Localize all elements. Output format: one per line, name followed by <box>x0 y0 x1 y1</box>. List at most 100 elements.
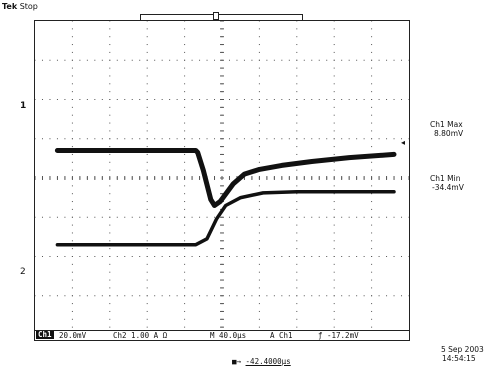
grid-dot <box>191 99 193 100</box>
center-tick <box>348 176 350 180</box>
grid-dot <box>109 310 111 312</box>
center-tick <box>220 326 224 328</box>
grid-dot <box>303 216 305 218</box>
center-tick <box>220 122 224 124</box>
grid-dot <box>281 295 283 297</box>
cursor-readout: ■→ -42.4000µs <box>232 357 291 366</box>
grid-dot <box>266 256 268 257</box>
center-tick <box>303 176 305 180</box>
center-tick <box>35 176 36 180</box>
center-tick <box>371 176 373 180</box>
grid-dot <box>71 146 73 148</box>
grid-dot <box>258 99 260 100</box>
grid-dot <box>199 295 201 297</box>
grid-dot <box>326 256 328 257</box>
center-tick <box>220 303 224 305</box>
grid-dot <box>341 295 343 297</box>
grid-dot <box>139 216 141 218</box>
center-tick <box>220 216 224 218</box>
grid-dot <box>71 83 73 85</box>
grid-dot <box>333 310 335 312</box>
grid-dot <box>184 279 186 281</box>
grid-dot <box>146 295 148 297</box>
grid-dot <box>273 138 275 140</box>
grid-dot <box>64 99 66 100</box>
grid-dot <box>71 240 73 242</box>
grid-dot <box>251 138 253 140</box>
center-tick <box>220 21 224 22</box>
center-tick <box>311 176 313 180</box>
grid-dot <box>109 193 111 195</box>
grid-dot <box>124 216 126 218</box>
grid-dot <box>101 138 103 140</box>
status-bar: Ch1 20.0mV Ch2 1.00 A Ω M 40.0µs A Ch1 ƒ… <box>34 330 410 341</box>
grid-dot <box>184 201 186 203</box>
grid-dot <box>109 271 111 273</box>
grid-dot <box>296 21 298 22</box>
center-tick <box>220 83 224 85</box>
center-tick <box>109 176 111 180</box>
grid-dot <box>341 216 343 218</box>
center-tick <box>220 310 224 312</box>
grid-dot <box>288 138 290 140</box>
grid-dot <box>109 224 111 226</box>
grid-dot <box>109 287 111 289</box>
grid-dot <box>71 185 73 187</box>
grid-dot <box>371 216 373 218</box>
center-tick <box>356 176 358 180</box>
center-tick <box>220 36 224 38</box>
grid-dot <box>251 216 253 218</box>
center-tick <box>220 138 224 140</box>
grid-dot <box>71 138 73 140</box>
grid-dot <box>258 67 260 69</box>
center-tick <box>326 176 328 180</box>
record-window-marker[interactable] <box>213 12 219 20</box>
grid-dot <box>318 99 320 100</box>
trace-ch2 <box>55 189 396 247</box>
waveform-plot <box>35 21 409 335</box>
grid-dot <box>236 216 238 218</box>
grid-dot <box>258 279 260 281</box>
grid-dot <box>35 256 36 257</box>
measurement-ch1-max-label: Ch1 Max <box>430 120 463 129</box>
center-tick <box>220 99 224 100</box>
grid-dot <box>258 122 260 124</box>
grid-dot <box>393 256 395 257</box>
grid-dot <box>101 256 103 257</box>
grid-dot <box>146 114 148 116</box>
grid-dot <box>176 59 178 61</box>
grid-dot <box>386 256 388 257</box>
grid-dot <box>146 216 148 218</box>
grid-dot <box>184 67 186 69</box>
grid-dot <box>56 59 58 61</box>
grid-dot <box>393 59 395 61</box>
grid-dot <box>101 216 103 218</box>
grid-dot <box>318 295 320 297</box>
grid-dot <box>258 130 260 132</box>
grid-dot <box>243 256 245 257</box>
grid-dot <box>258 263 260 265</box>
grid-dot <box>258 59 260 61</box>
grid-dot <box>79 295 81 297</box>
grid-dot <box>35 216 36 218</box>
grid-dot <box>371 248 373 250</box>
grid-dot <box>214 256 216 257</box>
grid-dot <box>79 99 81 100</box>
grid-dot <box>71 248 73 250</box>
grid-dot <box>371 303 373 305</box>
grid-dot <box>371 169 373 171</box>
grid-dot <box>71 279 73 281</box>
grid-dot <box>371 114 373 116</box>
grid-dot <box>296 208 298 210</box>
grid-dot <box>161 295 163 297</box>
center-tick <box>220 130 224 132</box>
grid-dot <box>109 21 111 22</box>
grid-dot <box>154 138 156 140</box>
grid-dot <box>296 75 298 77</box>
grid-dot <box>131 138 133 140</box>
grid-dot <box>281 138 283 140</box>
grid-dot <box>184 248 186 250</box>
grid-dot <box>266 59 268 61</box>
grid-dot <box>94 138 96 140</box>
grid-dot <box>296 310 298 312</box>
